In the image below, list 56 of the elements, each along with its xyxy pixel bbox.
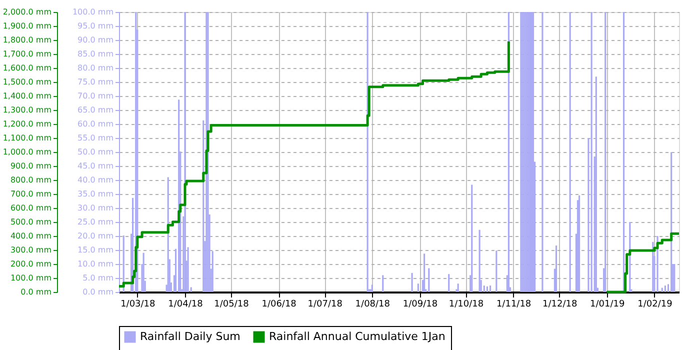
y2-tick-label: 60.0 mm (78, 120, 114, 128)
x-tick-label: 1/09/18 (402, 300, 438, 310)
y-tick-label: 300.0 mm (10, 246, 52, 254)
x-tick-label: 1/06/18 (262, 300, 297, 310)
y2-tick-label: 35.0 mm (78, 190, 114, 198)
y2-tick-label: 65.0 mm (78, 106, 114, 114)
y-tick-label: 1,100.0 mm (2, 134, 52, 142)
y-tick-label: 200.0 mm (10, 260, 52, 268)
y2-tick-label: 70.0 mm (78, 92, 114, 100)
x-tick-label: 1/12/18 (542, 300, 578, 310)
y2-tick-label: 85.0 mm (78, 50, 114, 58)
x-tick-label: 1/05/18 (214, 300, 250, 310)
y2-tick-label: 40.0 mm (78, 176, 114, 184)
legend-label: Rainfall Daily Sum (140, 330, 240, 343)
y-tick-label: 1,700.0 mm (2, 50, 52, 58)
y2-tick-label: 50.0 mm (78, 148, 114, 156)
legend-label: Rainfall Annual Cumulative 1Jan (269, 330, 446, 343)
y2-tick-label: 15.0 mm (78, 246, 114, 254)
y-tick-label: 600.0 mm (10, 204, 52, 212)
y2-tick-label: 20.0 mm (78, 232, 114, 240)
y-tick-label: 100.0 mm (10, 274, 52, 282)
y-tick-label: 0.0 mm (20, 288, 52, 296)
y2-tick-label: 55.0 mm (78, 134, 114, 142)
y2-tick-label: 90.0 mm (78, 36, 114, 44)
y-tick-label: 1,600.0 mm (2, 64, 52, 72)
y-tick-label: 1,900.0 mm (2, 22, 52, 30)
y2-tick-label: 80.0 mm (78, 64, 114, 72)
y-tick-label: 800.0 mm (10, 176, 52, 184)
y2-tick-label: 45.0 mm (78, 162, 114, 170)
y-tick-label: 500.0 mm (10, 218, 52, 226)
x-tick-label: 1/11/18 (496, 300, 532, 310)
y2-tick-label: 5.0 mm (82, 274, 114, 282)
y-tick-label: 1,000.0 mm (2, 148, 52, 156)
x-tick-label: 1/07/18 (308, 300, 343, 310)
y2-tick-label: 10.0 mm (78, 260, 114, 268)
y-tick-label: 400.0 mm (10, 232, 52, 240)
y-tick-label: 1,500.0 mm (2, 78, 52, 86)
y2-tick-label: 0.0 mm (82, 288, 114, 296)
y2-tick-label: 30.0 mm (78, 204, 114, 212)
y2-tick-label: 95.0 mm (78, 22, 114, 30)
x-tick-label: 1/10/18 (448, 300, 484, 310)
y-tick-label: 900.0 mm (10, 162, 52, 170)
x-tick-label: 1/04/18 (168, 300, 204, 310)
x-tick-label: 1/01/19 (590, 300, 626, 310)
y-tick-label: 1,200.0 mm (2, 120, 52, 128)
x-tick-label: 1/02/19 (638, 300, 673, 310)
x-tick-label: 1/08/18 (355, 300, 390, 310)
y-tick-label: 2,000.0 mm (2, 8, 52, 16)
y2-tick-label: 100.0 mm (72, 8, 114, 16)
y2-tick-label: 75.0 mm (78, 78, 114, 86)
y-tick-label: 700.0 mm (10, 190, 52, 198)
y-tick-label: 1,800.0 mm (2, 36, 52, 44)
y2-tick-label: 25.0 mm (78, 218, 114, 226)
y-tick-label: 1,400.0 mm (2, 92, 52, 100)
x-tick-label: 1/03/18 (120, 300, 156, 310)
y-tick-label: 1,300.0 mm (2, 106, 52, 114)
